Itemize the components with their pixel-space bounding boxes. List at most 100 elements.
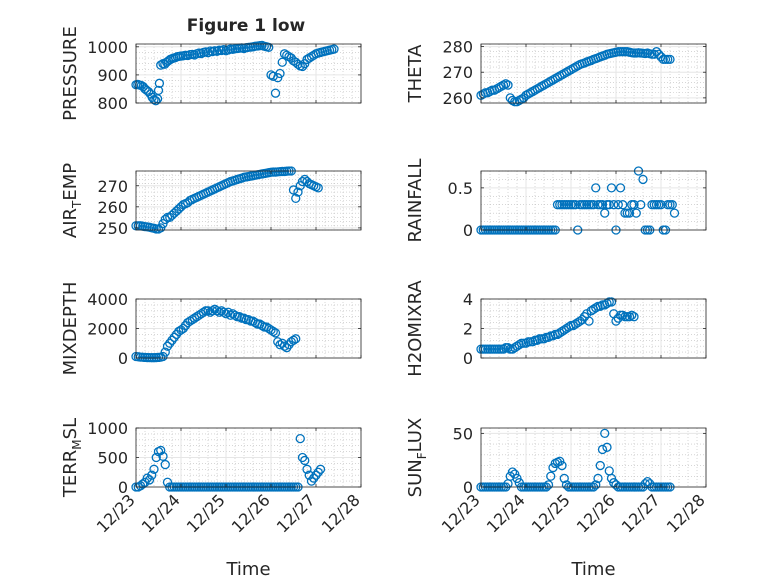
data-point (629, 200, 639, 210)
data-point (304, 53, 314, 63)
data-point (501, 79, 511, 89)
x-tick-label: 12/28 (663, 490, 709, 536)
x-tick-label: 12/26 (573, 490, 619, 536)
y-tick-label: 2000 (87, 320, 128, 339)
data-point (532, 84, 542, 94)
data-point (503, 80, 513, 90)
data-point (273, 337, 283, 347)
data-point (514, 340, 524, 350)
data-point (295, 433, 305, 444)
data-point (507, 95, 518, 106)
data-point (291, 334, 301, 344)
subplot-theta: 260 270 280 THETA (405, 38, 707, 108)
data-point (496, 81, 506, 91)
subplot-air_temp: 250 260 270 AIRTEMP (60, 163, 362, 238)
y-tick-label: 0.5 (448, 179, 473, 198)
data-point (498, 344, 509, 354)
data-point (203, 306, 213, 316)
y-tick-label: 260 (442, 89, 473, 108)
data-point (543, 480, 554, 490)
minor-grid (136, 428, 361, 487)
y-axis-label: RAINFALL (405, 159, 426, 243)
data-point (521, 90, 531, 100)
y-axis-label: H2OMIXRA (405, 280, 426, 377)
data-point (624, 312, 635, 322)
x-axis-label: Time (225, 559, 270, 580)
data-point (156, 445, 166, 456)
axes-box (480, 43, 707, 104)
x-tick-label: 12/23 (438, 490, 484, 536)
data-point (306, 476, 317, 486)
data-point (302, 464, 312, 474)
y-tick-label: 0 (118, 478, 128, 497)
axes-box (135, 170, 362, 231)
data-point (523, 89, 533, 99)
data-point (546, 471, 556, 481)
data-point (151, 96, 161, 106)
data-point (156, 60, 166, 70)
data-point (561, 67, 572, 77)
data-point (311, 470, 321, 480)
data-point (162, 341, 173, 351)
data-point (178, 323, 188, 334)
data-point (667, 200, 677, 210)
y-tick-label: 1000 (87, 38, 128, 57)
data-point (588, 200, 599, 210)
data-point (548, 75, 558, 85)
y-tick-label: 0 (463, 221, 473, 240)
data-point (149, 464, 159, 474)
axes-background (481, 428, 706, 487)
data-point (595, 460, 605, 471)
data-point (138, 479, 148, 489)
y-tick-label: 50 (453, 424, 473, 443)
data-point (507, 467, 518, 477)
data-point (597, 200, 608, 210)
data-point (279, 49, 290, 59)
data-point (636, 200, 646, 210)
data-point (564, 66, 574, 76)
subplot-pressure: 800 900 1000 PRESSURE (60, 26, 362, 121)
data-point (606, 297, 617, 307)
y-tick-label: 2 (463, 320, 473, 339)
data-point (627, 310, 637, 320)
data-point (147, 470, 157, 480)
data-point (297, 61, 308, 72)
x-tick-label: 12/27 (618, 490, 664, 536)
data-point (288, 185, 299, 195)
data-point (629, 312, 639, 322)
data-point (559, 473, 569, 484)
data-point (498, 80, 509, 90)
data-point (606, 183, 617, 193)
data-point (512, 97, 522, 107)
data-point (212, 306, 222, 316)
data-point (609, 200, 619, 210)
data-point (602, 442, 612, 452)
data-point (160, 214, 170, 225)
data-point (503, 343, 513, 353)
y-tick-label: 4 (463, 290, 473, 309)
data-point (297, 176, 308, 187)
data-point (302, 54, 312, 65)
data-point (537, 81, 547, 91)
data-point (665, 54, 675, 65)
data-point (550, 73, 560, 84)
data-point (539, 80, 549, 90)
data-point (618, 310, 628, 320)
data-point (561, 480, 572, 490)
y-axis-label: AIRTEMP (60, 163, 84, 238)
data-point (158, 351, 168, 362)
y-tick-label: 250 (97, 219, 128, 238)
data-point (160, 459, 170, 470)
y-tick-label: 4000 (87, 290, 128, 309)
data-point (624, 208, 635, 218)
data-point (528, 86, 538, 97)
data-point (291, 193, 301, 204)
x-tick-label: 12/27 (273, 490, 319, 536)
axes-background (481, 44, 706, 103)
minor-grid (481, 428, 706, 487)
data-point (577, 314, 587, 325)
data-point (566, 65, 576, 75)
y-axis-label: MIXDEPTH (60, 282, 81, 376)
data-point (270, 328, 281, 338)
